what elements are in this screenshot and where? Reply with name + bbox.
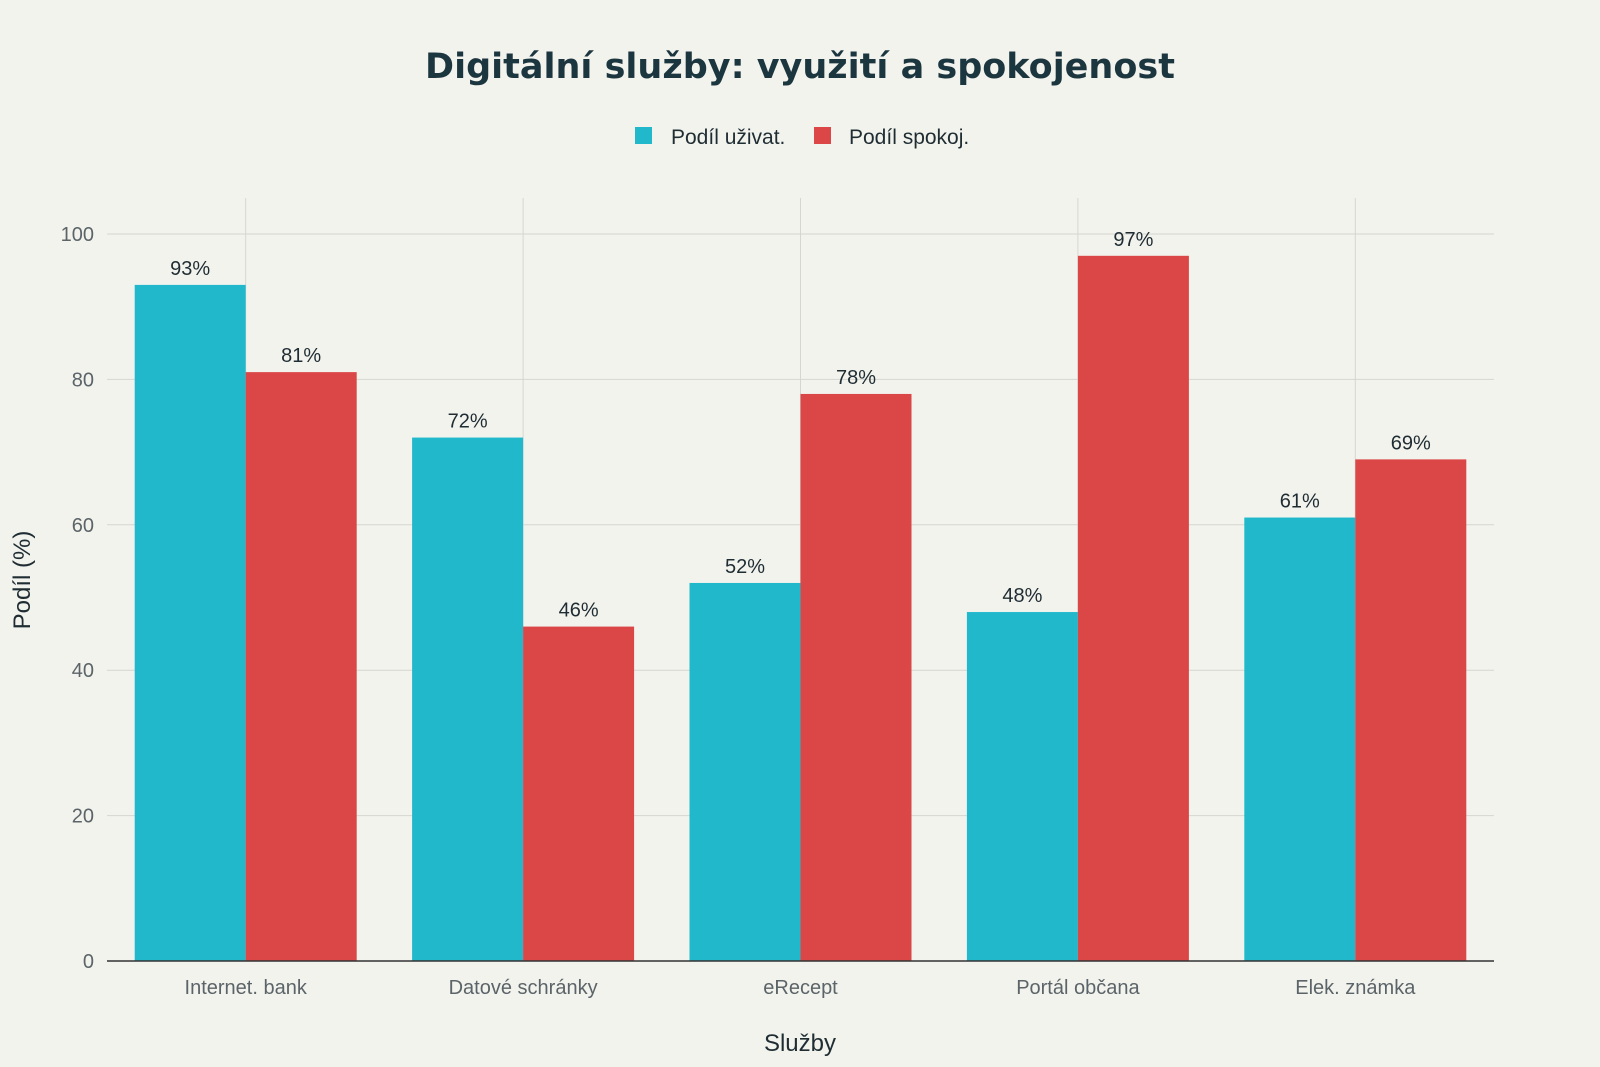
- y-tick-label: 100: [61, 224, 94, 246]
- bar-satisfaction: [245, 372, 357, 961]
- y-tick-label: 80: [72, 369, 94, 391]
- legend-label-satisfaction: Podíl spokoj.: [849, 126, 969, 149]
- legend-label-usage: Podíl uživat.: [671, 126, 785, 149]
- data-label-satisfaction: 78%: [836, 367, 876, 389]
- bar-usage: [966, 612, 1078, 961]
- data-label-usage: 48%: [1002, 585, 1042, 607]
- bar-satisfaction: [523, 626, 635, 961]
- x-axis-title: Služby: [764, 1030, 836, 1057]
- y-tick-label: 0: [83, 951, 94, 973]
- data-label-satisfaction: 97%: [1113, 229, 1153, 251]
- y-axis-ticks: 0 20 40 60 80 100: [61, 224, 94, 973]
- bar-usage: [689, 582, 801, 961]
- bars: [134, 255, 1467, 961]
- bar-usage: [1244, 517, 1356, 961]
- y-tick-label: 40: [72, 660, 94, 682]
- x-tick-label: eRecept: [763, 977, 838, 999]
- data-label-satisfaction: 81%: [281, 345, 321, 367]
- x-tick-label: Elek. známka: [1295, 977, 1416, 999]
- x-tick-label: Portál občana: [1016, 977, 1140, 999]
- x-tick-label: Datové schránky: [449, 977, 598, 999]
- data-label-satisfaction: 69%: [1391, 432, 1431, 454]
- y-tick-label: 20: [72, 806, 94, 828]
- y-tick-label: 60: [72, 515, 94, 537]
- x-axis-ticks: Internet. bank Datové schránky eRecept Port…: [185, 977, 1417, 999]
- bar-satisfaction: [1355, 459, 1467, 961]
- data-label-satisfaction: 46%: [559, 600, 599, 622]
- bar-satisfaction: [800, 393, 912, 961]
- legend: Podíl uživat. Podíl spokoj.: [635, 126, 969, 149]
- data-label-usage: 52%: [725, 556, 765, 578]
- y-axis-title: Podíl (%): [9, 531, 36, 630]
- x-tick-label: Internet. bank: [185, 977, 308, 999]
- legend-swatch-satisfaction: [814, 127, 831, 144]
- legend-swatch-usage: [635, 127, 652, 144]
- data-labels: 93% 81% 72% 46% 52% 78% 48% 97% 61% 69%: [170, 229, 1431, 622]
- chart-title: Digitální služby: využití a spokojenost: [425, 47, 1175, 87]
- bar-satisfaction: [1077, 255, 1189, 961]
- data-label-usage: 93%: [170, 258, 210, 280]
- bar-usage: [134, 284, 246, 961]
- bar-usage: [412, 437, 524, 961]
- data-label-usage: 72%: [448, 411, 488, 433]
- data-label-usage: 61%: [1280, 491, 1320, 513]
